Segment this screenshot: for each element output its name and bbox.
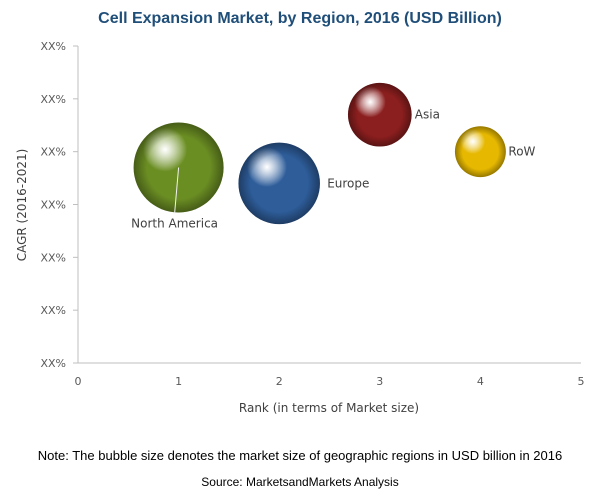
bubble-shade	[347, 82, 412, 147]
y-tick-label: XX%	[40, 40, 66, 53]
y-tick-label: XX%	[40, 93, 66, 106]
bubble-label: Asia	[415, 108, 440, 122]
bubble-shade	[238, 142, 320, 225]
y-tick-label: XX%	[40, 251, 66, 264]
x-tick-label: 4	[477, 375, 484, 388]
y-tick-label: XX%	[40, 199, 66, 212]
chart-note: Note: The bubble size denotes the market…	[37, 448, 563, 463]
chart-source: Source: MarketsandMarkets Analysis	[201, 475, 399, 489]
x-tick-label: 3	[376, 375, 383, 388]
x-tick-label: 1	[175, 375, 182, 388]
y-tick-label: XX%	[40, 146, 66, 159]
plot-area: 0 1 2 3 4 5 XX% XX% XX% XX% XX% XX% XX% North America…	[40, 40, 584, 388]
y-axis-label: CAGR (2016-2021)	[15, 149, 29, 262]
bubble-label: Europe	[327, 176, 369, 190]
x-tick-label: 2	[276, 375, 283, 388]
bubble-shade	[454, 126, 506, 178]
x-axis-label: Rank (in terms of Market size)	[239, 401, 419, 415]
label-leader-line	[174, 167, 180, 214]
y-tick-label: XX%	[40, 304, 66, 317]
x-tick-label: 0	[75, 375, 82, 388]
bubble-label: RoW	[508, 145, 535, 159]
bubble-label: North America	[131, 217, 218, 231]
bubble-chart: Cell Expansion Market, by Region, 2016 (…	[15, 10, 585, 415]
y-tick-label: XX%	[40, 357, 66, 370]
x-tick-label: 5	[578, 375, 585, 388]
chart-title: Cell Expansion Market, by Region, 2016 (…	[98, 10, 502, 27]
